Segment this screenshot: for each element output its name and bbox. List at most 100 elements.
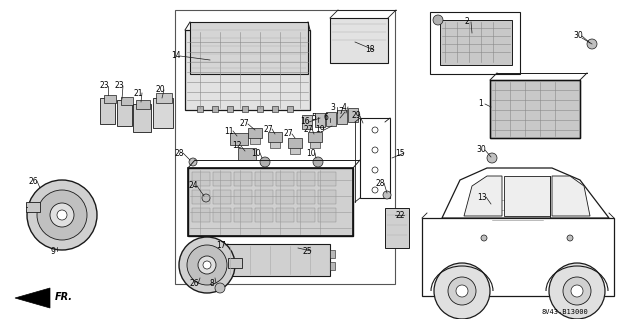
Text: 22: 22 <box>396 211 404 219</box>
Bar <box>490 80 580 138</box>
Bar <box>153 98 173 128</box>
Bar <box>308 132 322 142</box>
Bar <box>121 97 133 105</box>
Text: 5: 5 <box>312 113 316 122</box>
Bar <box>318 190 336 204</box>
Bar <box>270 142 280 148</box>
Bar <box>330 262 335 270</box>
Text: 26: 26 <box>189 279 199 288</box>
Circle shape <box>383 191 391 199</box>
Circle shape <box>549 263 605 319</box>
Text: 28: 28 <box>375 179 385 188</box>
Text: 10: 10 <box>306 149 316 158</box>
Bar <box>257 106 263 112</box>
Text: 8V43-B13000: 8V43-B13000 <box>541 309 588 315</box>
Bar <box>213 172 231 186</box>
Bar <box>188 168 353 236</box>
Text: 12: 12 <box>232 142 242 151</box>
Bar <box>208 262 213 270</box>
Circle shape <box>203 261 211 269</box>
Circle shape <box>57 210 67 220</box>
Bar <box>330 18 388 63</box>
Text: 24: 24 <box>188 182 198 190</box>
Circle shape <box>456 285 468 297</box>
Text: 28: 28 <box>174 149 184 158</box>
Text: 21: 21 <box>133 88 143 98</box>
Text: 9: 9 <box>51 247 56 256</box>
Text: 27: 27 <box>283 130 293 138</box>
Bar <box>255 190 273 204</box>
Text: 10: 10 <box>251 149 261 158</box>
Circle shape <box>179 237 235 293</box>
Bar <box>287 106 293 112</box>
Text: 16: 16 <box>300 117 310 127</box>
Bar <box>315 113 325 127</box>
Text: 27: 27 <box>303 124 313 133</box>
Circle shape <box>481 235 487 241</box>
Bar <box>175 10 395 284</box>
Circle shape <box>563 277 591 305</box>
Text: 26: 26 <box>28 176 38 186</box>
Circle shape <box>587 39 597 49</box>
Bar <box>234 172 252 186</box>
Bar <box>326 112 336 126</box>
Circle shape <box>372 167 378 173</box>
Text: 8: 8 <box>210 278 214 287</box>
Bar <box>230 133 248 145</box>
Polygon shape <box>552 176 590 216</box>
Bar <box>302 115 312 129</box>
Bar <box>197 106 203 112</box>
Bar <box>250 138 260 144</box>
Text: 11: 11 <box>224 127 234 136</box>
Bar <box>192 172 210 186</box>
Bar <box>330 250 335 258</box>
Bar <box>288 138 302 148</box>
Text: 23: 23 <box>114 81 124 91</box>
Bar <box>318 172 336 186</box>
Circle shape <box>434 263 490 319</box>
Bar <box>297 172 315 186</box>
Bar <box>385 208 409 248</box>
Circle shape <box>567 235 573 241</box>
Text: 15: 15 <box>395 149 405 158</box>
Circle shape <box>571 285 583 297</box>
Circle shape <box>372 147 378 153</box>
Bar <box>26 202 40 212</box>
Polygon shape <box>422 218 614 296</box>
Text: 30: 30 <box>573 32 583 41</box>
Bar <box>213 208 231 222</box>
Bar <box>276 190 294 204</box>
Bar <box>185 30 310 110</box>
Text: FR.: FR. <box>55 292 73 302</box>
Bar <box>117 100 132 126</box>
Bar <box>490 80 580 138</box>
Bar <box>255 208 273 222</box>
Bar <box>133 104 151 132</box>
Text: 3: 3 <box>331 102 335 112</box>
Bar <box>208 250 213 258</box>
Circle shape <box>372 187 378 193</box>
Bar <box>100 98 115 124</box>
Bar <box>104 95 116 103</box>
Bar <box>213 190 231 204</box>
Bar <box>212 106 218 112</box>
Circle shape <box>215 283 225 293</box>
Polygon shape <box>442 168 609 218</box>
Text: 1: 1 <box>479 100 483 108</box>
Bar <box>238 148 256 160</box>
Polygon shape <box>464 176 502 216</box>
Circle shape <box>189 158 197 166</box>
Bar <box>242 106 248 112</box>
Circle shape <box>313 157 323 167</box>
Circle shape <box>487 153 497 163</box>
Bar <box>490 190 545 235</box>
Text: 18: 18 <box>365 46 375 55</box>
Circle shape <box>27 180 97 250</box>
Circle shape <box>433 15 443 25</box>
Text: 19: 19 <box>315 125 325 135</box>
Bar <box>533 232 543 238</box>
Text: 13: 13 <box>477 192 487 202</box>
Circle shape <box>202 194 210 202</box>
Circle shape <box>187 245 227 285</box>
Text: 20: 20 <box>155 85 165 94</box>
